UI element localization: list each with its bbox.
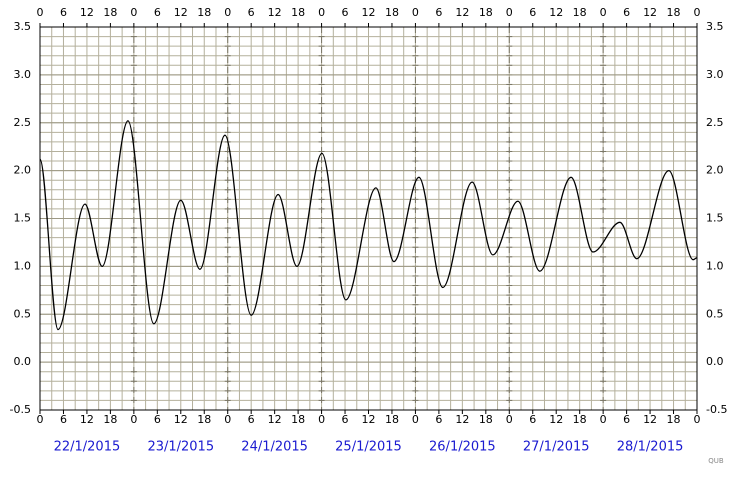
y-tick-label-left: 2.5 [14, 116, 32, 129]
x-tick-label-bottom: 6 [623, 413, 630, 426]
x-tick-label-bottom: 12 [268, 413, 282, 426]
x-tick-label-bottom: 0 [506, 413, 513, 426]
x-tick-label-top: 0 [694, 6, 701, 19]
date-label: 26/1/2015 [429, 440, 496, 455]
x-tick-label-top: 0 [130, 6, 137, 19]
date-label: 23/1/2015 [147, 440, 214, 455]
x-tick-label-bottom: 6 [435, 413, 442, 426]
x-tick-label-bottom: 18 [385, 413, 399, 426]
y-tick-label-left: 2.0 [14, 164, 32, 177]
x-tick-label-top: 12 [455, 6, 469, 19]
x-tick-label-top: 12 [268, 6, 282, 19]
y-tick-label-right: 1.5 [706, 212, 724, 225]
y-tick-label-right: 2.5 [706, 116, 724, 129]
x-tick-label-top: 18 [197, 6, 211, 19]
x-tick-label-bottom: 18 [291, 413, 305, 426]
x-tick-label-top: 6 [154, 6, 161, 19]
date-label: 27/1/2015 [523, 440, 590, 455]
x-tick-label-bottom: 18 [667, 413, 681, 426]
x-tick-label-bottom: 0 [130, 413, 137, 426]
y-tick-label-right: -0.5 [706, 403, 727, 416]
x-tick-label-top: 0 [506, 6, 513, 19]
x-tick-label-bottom: 0 [694, 413, 701, 426]
y-tick-label-right: 2.0 [706, 164, 724, 177]
x-tick-label-bottom: 0 [37, 413, 44, 426]
date-label: 24/1/2015 [241, 440, 308, 455]
x-tick-label-bottom: 12 [174, 413, 188, 426]
x-tick-label-bottom: 0 [318, 413, 325, 426]
x-tick-label-bottom: 12 [80, 413, 94, 426]
x-tick-label-top: 0 [224, 6, 231, 19]
x-tick-label-top: 12 [174, 6, 188, 19]
plot-frame [39, 26, 698, 411]
date-label: 28/1/2015 [617, 440, 684, 455]
x-tick-label-bottom: 0 [224, 413, 231, 426]
x-tick-label-top: 18 [385, 6, 399, 19]
x-tick-label-bottom: 18 [197, 413, 211, 426]
y-tick-label-right: 1.0 [706, 259, 724, 272]
x-tick-label-bottom: 12 [362, 413, 376, 426]
x-tick-label-bottom: 12 [643, 413, 657, 426]
y-tick-label-right: 3.0 [706, 68, 724, 81]
y-tick-label-left: -0.5 [10, 403, 31, 416]
x-tick-label-bottom: 0 [600, 413, 607, 426]
credit: QUB [708, 457, 724, 465]
x-tick-label-top: 6 [623, 6, 630, 19]
x-tick-label-bottom: 18 [479, 413, 493, 426]
x-tick-label-bottom: 6 [154, 413, 161, 426]
x-tick-label-top: 18 [667, 6, 681, 19]
x-tick-label-top: 12 [362, 6, 376, 19]
y-tick-label-left: 1.0 [14, 259, 32, 272]
y-tick-label-left: 3.0 [14, 68, 32, 81]
y-tick-label-left: 0.5 [14, 307, 32, 320]
x-tick-label-top: 12 [549, 6, 563, 19]
x-tick-label-bottom: 0 [412, 413, 419, 426]
y-tick-label-right: 0.0 [706, 355, 724, 368]
x-tick-label-top: 18 [479, 6, 493, 19]
x-tick-label-top: 6 [342, 6, 349, 19]
date-label: 22/1/2015 [54, 440, 121, 455]
y-tick-label-right: 0.5 [706, 307, 724, 320]
x-tick-label-top: 0 [37, 6, 44, 19]
tide-line [39, 120, 698, 331]
x-tick-label-top: 18 [103, 6, 117, 19]
x-tick-label-top: 6 [529, 6, 536, 19]
date-label: 25/1/2015 [335, 440, 402, 455]
y-tick-label-left: 1.5 [14, 212, 32, 225]
x-tick-label-bottom: 12 [549, 413, 563, 426]
x-tick-label-top: 6 [435, 6, 442, 19]
x-tick-label-bottom: 6 [342, 413, 349, 426]
y-tick-label-left: 3.5 [14, 20, 32, 33]
x-tick-label-bottom: 6 [529, 413, 536, 426]
x-tick-label-bottom: 18 [103, 413, 117, 426]
x-tick-label-top: 12 [643, 6, 657, 19]
x-tick-label-top: 0 [600, 6, 607, 19]
x-tick-label-bottom: 6 [248, 413, 255, 426]
x-tick-label-top: 6 [60, 6, 67, 19]
x-tick-label-top: 12 [80, 6, 94, 19]
x-tick-label-bottom: 18 [573, 413, 587, 426]
x-tick-label-bottom: 6 [60, 413, 67, 426]
x-tick-label-top: 0 [318, 6, 325, 19]
x-tick-label-top: 18 [291, 6, 305, 19]
x-tick-label-top: 0 [412, 6, 419, 19]
x-tick-label-top: 18 [573, 6, 587, 19]
y-tick-label-left: 0.0 [14, 355, 32, 368]
x-tick-label-bottom: 12 [455, 413, 469, 426]
x-tick-label-top: 6 [248, 6, 255, 19]
y-tick-label-right: 3.5 [706, 20, 724, 33]
